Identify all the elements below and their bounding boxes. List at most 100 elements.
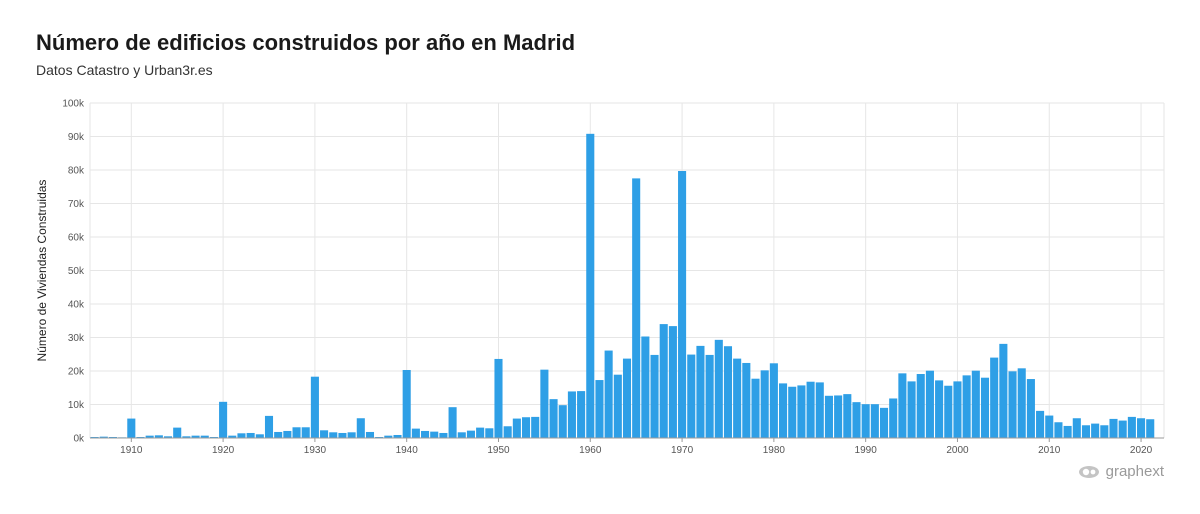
bar — [678, 171, 687, 438]
bar — [191, 435, 200, 438]
bar — [1100, 425, 1109, 438]
chart-title: Número de edificios construidos por año … — [36, 30, 576, 55]
bar — [889, 398, 898, 438]
bar — [632, 178, 641, 439]
bar — [705, 354, 714, 438]
bar — [228, 435, 237, 438]
bar — [980, 377, 990, 438]
x-tick-label: 1930 — [304, 445, 327, 456]
bar — [246, 432, 255, 438]
bar — [393, 434, 402, 438]
bar — [448, 407, 457, 438]
bar — [310, 376, 319, 438]
bar — [1091, 423, 1100, 438]
bar — [1127, 416, 1136, 438]
brand-name: graphext — [1105, 463, 1164, 480]
bar — [356, 418, 365, 438]
bar — [1118, 420, 1127, 438]
x-tick-label: 1980 — [763, 445, 786, 456]
bar — [466, 430, 475, 438]
bar — [861, 404, 870, 438]
y-tick-label: 80k — [68, 166, 85, 177]
bar — [779, 383, 788, 438]
bar — [173, 427, 182, 438]
bar — [898, 373, 907, 438]
bar — [806, 381, 815, 438]
bar — [668, 326, 677, 438]
bar — [430, 431, 439, 438]
bar — [586, 133, 595, 438]
bar — [457, 432, 466, 438]
bar — [907, 381, 916, 438]
bar — [384, 435, 393, 438]
bar — [219, 401, 228, 438]
bar — [852, 402, 861, 438]
bar — [925, 370, 934, 438]
bar — [503, 426, 512, 438]
bar — [1081, 425, 1091, 438]
x-tick-label: 1950 — [487, 445, 510, 456]
bar — [255, 434, 264, 438]
bar — [723, 346, 733, 438]
bar — [163, 436, 173, 438]
bar — [338, 432, 347, 438]
bar — [549, 399, 558, 438]
bar — [742, 362, 751, 438]
bar — [595, 380, 604, 438]
bar — [751, 378, 760, 438]
x-tick-label: 1920 — [212, 445, 235, 456]
bars — [90, 133, 1155, 439]
bar — [531, 416, 540, 438]
bar — [99, 436, 108, 438]
bar — [815, 382, 824, 438]
bar — [1054, 422, 1063, 438]
bar — [347, 432, 356, 438]
bar — [1008, 371, 1017, 438]
bar — [769, 363, 778, 438]
bar — [953, 381, 962, 438]
bar — [613, 374, 622, 438]
bar — [990, 357, 999, 438]
bar — [145, 435, 154, 438]
bar — [714, 339, 723, 438]
y-tick-label: 90k — [68, 132, 85, 143]
bar — [200, 435, 209, 438]
x-tick-label: 1990 — [855, 445, 878, 456]
bar — [999, 343, 1008, 438]
x-tick-label: 1910 — [120, 445, 143, 456]
bar — [971, 370, 980, 438]
bar — [577, 391, 586, 438]
brand-logo: graphext — [1078, 463, 1164, 480]
bar — [264, 415, 274, 438]
bar — [870, 404, 879, 438]
y-tick-label: 60k — [68, 233, 85, 244]
y-tick-label: 20k — [68, 367, 85, 378]
y-tick-label: 50k — [68, 266, 85, 277]
bar — [127, 418, 136, 438]
bar — [154, 435, 163, 438]
x-tick-label: 1970 — [671, 445, 694, 456]
bar — [494, 358, 503, 438]
bar — [1137, 418, 1146, 438]
bar — [1026, 379, 1035, 438]
bar — [182, 436, 191, 438]
bar — [604, 350, 613, 438]
bar — [237, 433, 246, 438]
bar — [411, 428, 420, 438]
bar — [567, 391, 576, 438]
bar — [797, 385, 806, 438]
bar — [935, 380, 944, 438]
bar — [485, 428, 494, 438]
bar — [760, 370, 769, 438]
bar — [558, 405, 567, 438]
bar — [916, 374, 925, 438]
bar — [962, 375, 971, 438]
graphext-logo-icon — [1078, 465, 1099, 478]
x-tick-label: 1940 — [396, 445, 419, 456]
bar — [834, 395, 843, 438]
bar — [512, 418, 521, 438]
bar — [696, 345, 705, 439]
bar — [622, 358, 632, 438]
bar — [283, 430, 292, 438]
